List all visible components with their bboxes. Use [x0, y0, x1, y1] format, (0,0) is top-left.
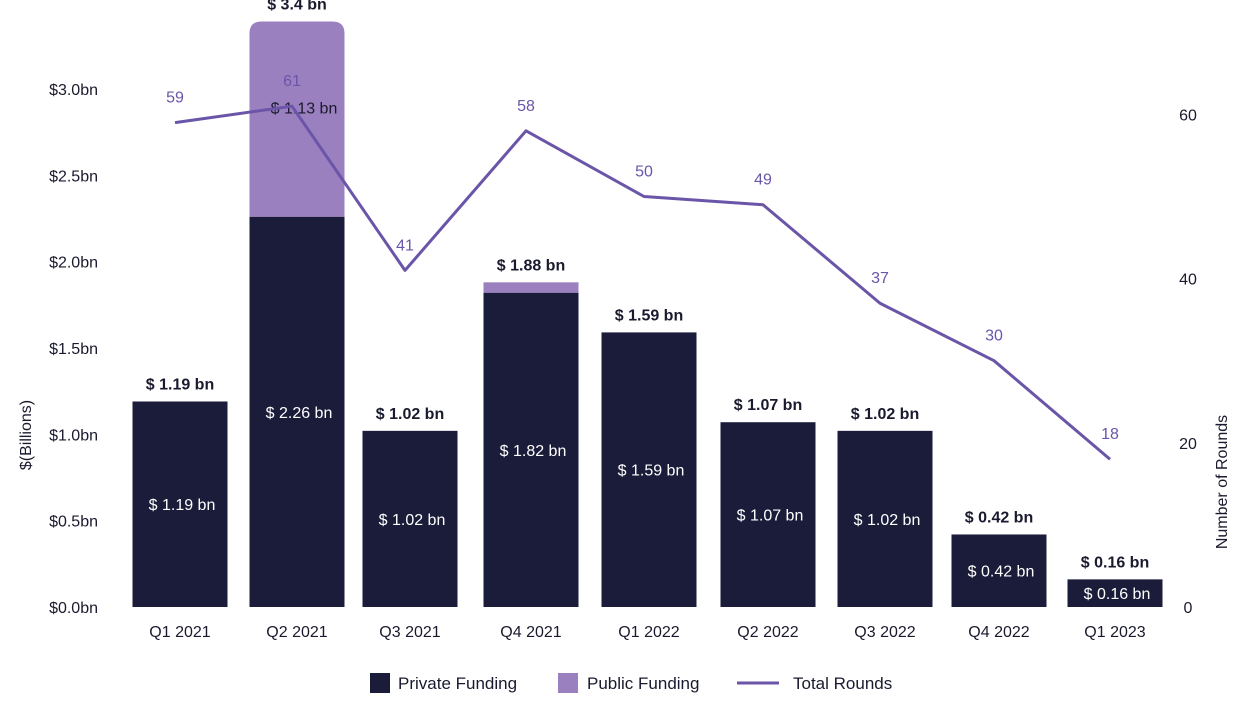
- legend-swatch-public: [558, 673, 578, 693]
- x-tick-label: Q4 2022: [968, 624, 1029, 641]
- rounds-point-label: 50: [635, 164, 653, 181]
- bar-total-label: $ 0.16 bn: [1081, 554, 1149, 571]
- left-tick-label: $1.5bn: [49, 341, 98, 358]
- bar-private: [951, 534, 1047, 607]
- rounds-point-label: 41: [396, 237, 414, 254]
- bar-total-label: $ 1.07 bn: [734, 397, 802, 414]
- left-tick-label: $3.0bn: [49, 82, 98, 99]
- bar-total-label: $ 1.59 bn: [615, 307, 683, 324]
- right-axis-title: Number of Rounds: [1214, 415, 1231, 549]
- legend-label-public: Public Funding: [587, 674, 699, 693]
- bar-private: [483, 292, 579, 607]
- rounds-point-label: 30: [985, 328, 1003, 345]
- right-tick-label: 60: [1179, 107, 1197, 124]
- left-tick-label: $2.0bn: [49, 255, 98, 272]
- legend-label-rounds: Total Rounds: [793, 674, 892, 693]
- bar-private-value-label: $ 1.02 bn: [379, 512, 446, 529]
- bar-total-label: $ 0.42 bn: [965, 509, 1033, 526]
- rounds-point-label: 18: [1101, 426, 1119, 443]
- left-tick-label: $2.5bn: [49, 168, 98, 185]
- right-axis-ticks: 0 20 40 60: [1179, 107, 1197, 617]
- bar-private-value-label: $ 1.82 bn: [500, 443, 567, 460]
- bar-private: [1067, 579, 1163, 607]
- bar-total-label: $ 1.02 bn: [376, 406, 444, 423]
- right-tick-label: 40: [1179, 272, 1197, 289]
- bar-total-label: $ 1.88 bn: [497, 257, 565, 274]
- rounds-line-series: 59 61 41 58 50 49 37 30 18: [166, 73, 1119, 461]
- right-tick-label: 0: [1184, 600, 1193, 617]
- bar-total-label: $ 1.19 bn: [146, 376, 214, 393]
- legend: Private Funding Public Funding Total Rou…: [370, 673, 892, 693]
- x-tick-label: Q3 2021: [379, 624, 440, 641]
- bar-public: [249, 21, 345, 217]
- x-tick-label: Q1 2021: [149, 624, 210, 641]
- rounds-line: [174, 104, 1111, 461]
- left-tick-label: $0.0bn: [49, 600, 98, 617]
- bar-total-label: $ 1.02 bn: [851, 406, 919, 423]
- bar-private-value-label: $ 1.07 bn: [737, 508, 804, 525]
- bar-private: [362, 430, 458, 607]
- rounds-point-label: 58: [517, 98, 535, 115]
- x-tick-label: Q4 2021: [500, 624, 561, 641]
- rounds-point-label: 59: [166, 90, 184, 107]
- bar-private: [132, 401, 228, 607]
- x-axis-ticks: Q1 2021 Q2 2021 Q3 2021 Q4 2021 Q1 2022 Q2 20…: [149, 624, 1145, 641]
- legend-swatch-private: [370, 673, 390, 693]
- x-tick-label: Q2 2022: [737, 624, 798, 641]
- left-axis-title: $(Billions): [18, 400, 35, 470]
- left-tick-label: $1.0bn: [49, 427, 98, 444]
- rounds-point-label: 49: [754, 172, 772, 189]
- bar-private-value-label: $ 1.19 bn: [149, 497, 216, 514]
- bar-private-value-label: $ 1.02 bn: [854, 512, 921, 529]
- rounds-point-label: 37: [871, 270, 889, 287]
- bar-total-label: $ 3.4 bn: [267, 0, 327, 14]
- bar-private-value-label: $ 0.42 bn: [968, 564, 1035, 581]
- bar-public-value-label: $ 1.13 bn: [271, 101, 338, 118]
- x-tick-label: Q1 2023: [1084, 624, 1145, 641]
- bar-private-value-label: $ 0.16 bn: [1084, 586, 1151, 603]
- left-tick-label: $0.5bn: [49, 514, 98, 531]
- bar-private-value-label: $ 1.59 bn: [618, 463, 685, 480]
- right-tick-label: 20: [1179, 436, 1197, 453]
- bar-private: [837, 430, 933, 607]
- x-tick-label: Q3 2022: [854, 624, 915, 641]
- bar-private-value-label: $ 2.26 bn: [266, 405, 333, 422]
- bar-private: [720, 422, 816, 607]
- bar-private: [601, 332, 697, 607]
- x-tick-label: Q1 2022: [618, 624, 679, 641]
- bar-private: [249, 216, 345, 607]
- bar-series: $ 1.19 bn $ 1.19 bn $ 1.13 bn $ 2.26 bn $ 3.…: [132, 0, 1163, 607]
- x-tick-label: Q2 2021: [266, 624, 327, 641]
- rounds-point-label: 61: [283, 73, 301, 90]
- bar-public: [483, 282, 579, 293]
- left-axis-ticks: $0.0bn $0.5bn $1.0bn $1.5bn $2.0bn $2.5bn $3.0…: [49, 82, 98, 617]
- legend-label-private: Private Funding: [398, 674, 517, 693]
